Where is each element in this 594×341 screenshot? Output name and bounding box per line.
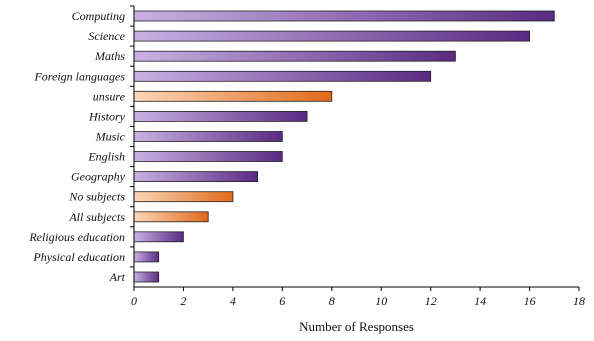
bar-no-subjects bbox=[133, 191, 234, 203]
category-label: Physical education bbox=[32, 250, 125, 264]
x-axis-title: Number of Responses bbox=[299, 319, 414, 334]
bar-computing bbox=[133, 10, 555, 22]
bar-all-subjects bbox=[133, 211, 209, 223]
x-tick-label: 2 bbox=[180, 294, 186, 308]
x-tick-label: 16 bbox=[524, 294, 536, 308]
category-label: History bbox=[88, 109, 126, 123]
x-tick-label: 18 bbox=[573, 294, 585, 308]
category-label: Art bbox=[109, 270, 126, 284]
bar-music bbox=[133, 131, 283, 142]
bar-maths bbox=[133, 50, 456, 62]
category-label: Foreign languages bbox=[33, 69, 125, 83]
x-tick-label: 6 bbox=[279, 294, 285, 308]
category-label: Maths bbox=[94, 49, 125, 63]
category-label: No subjects bbox=[68, 190, 125, 204]
x-tick-label: 4 bbox=[230, 294, 236, 308]
bar-english bbox=[133, 151, 283, 162]
x-tick-label: 0 bbox=[131, 294, 137, 308]
category-label: Religious education bbox=[28, 230, 125, 244]
bar-religious-education bbox=[133, 231, 184, 243]
x-tick-label: 14 bbox=[474, 294, 486, 308]
bar-art bbox=[133, 271, 160, 283]
x-tick-label: 8 bbox=[329, 294, 335, 308]
bar-unsure bbox=[133, 90, 333, 102]
category-label: English bbox=[87, 150, 125, 164]
category-label: All subjects bbox=[68, 210, 125, 224]
category-labels: Computing Science Maths Foreign languages un… bbox=[28, 5, 134, 284]
category-label: Geography bbox=[71, 170, 126, 184]
x-tick-label: 10 bbox=[375, 294, 387, 308]
bar-physical-education bbox=[133, 251, 160, 263]
bar-science bbox=[133, 30, 531, 42]
bars-group bbox=[133, 10, 555, 283]
category-label: unsure bbox=[93, 89, 126, 103]
bar-geography bbox=[133, 171, 258, 183]
x-axis-ticks: 0 2 4 6 8 10 12 14 16 18 bbox=[131, 287, 585, 308]
bar-history bbox=[133, 111, 308, 122]
category-label: Science bbox=[88, 29, 125, 43]
category-label: Computing bbox=[72, 9, 125, 23]
bar-foreign-languages bbox=[133, 70, 432, 82]
category-label: Music bbox=[95, 130, 126, 144]
x-tick-label: 12 bbox=[425, 294, 437, 308]
